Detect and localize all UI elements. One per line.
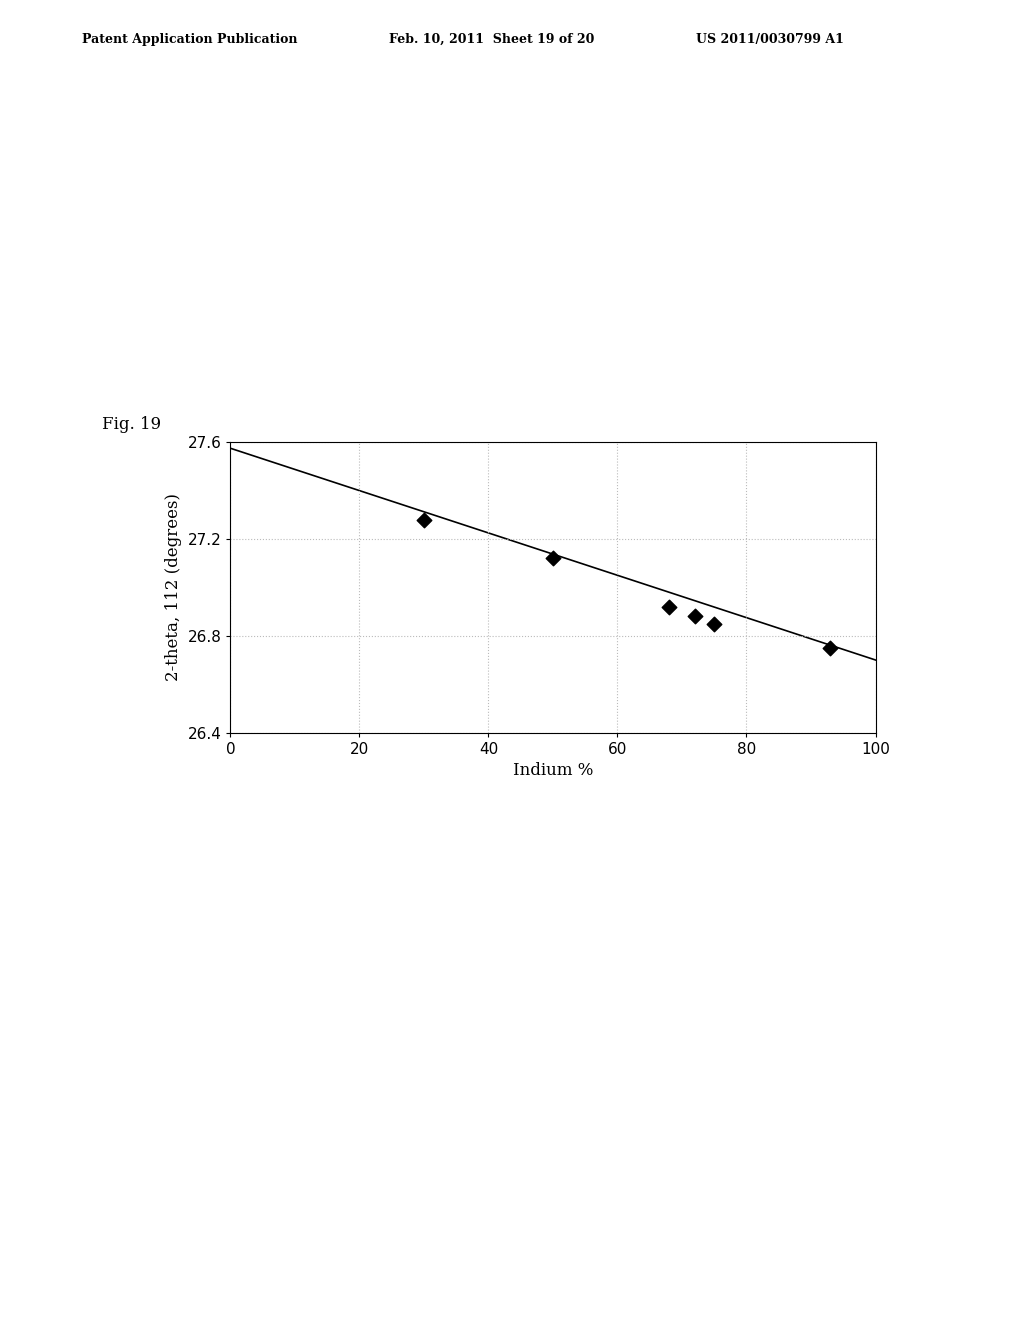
Text: US 2011/0030799 A1: US 2011/0030799 A1 bbox=[696, 33, 844, 46]
Text: Patent Application Publication: Patent Application Publication bbox=[82, 33, 297, 46]
X-axis label: Indium %: Indium % bbox=[513, 762, 593, 779]
Text: Fig. 19: Fig. 19 bbox=[102, 416, 162, 433]
Point bbox=[416, 510, 432, 531]
Point bbox=[545, 548, 561, 569]
Text: Feb. 10, 2011  Sheet 19 of 20: Feb. 10, 2011 Sheet 19 of 20 bbox=[389, 33, 595, 46]
Point bbox=[687, 606, 703, 627]
Point bbox=[707, 612, 723, 634]
Point bbox=[822, 638, 839, 659]
Y-axis label: 2-theta, 112 (degrees): 2-theta, 112 (degrees) bbox=[165, 494, 182, 681]
Point bbox=[660, 597, 677, 618]
